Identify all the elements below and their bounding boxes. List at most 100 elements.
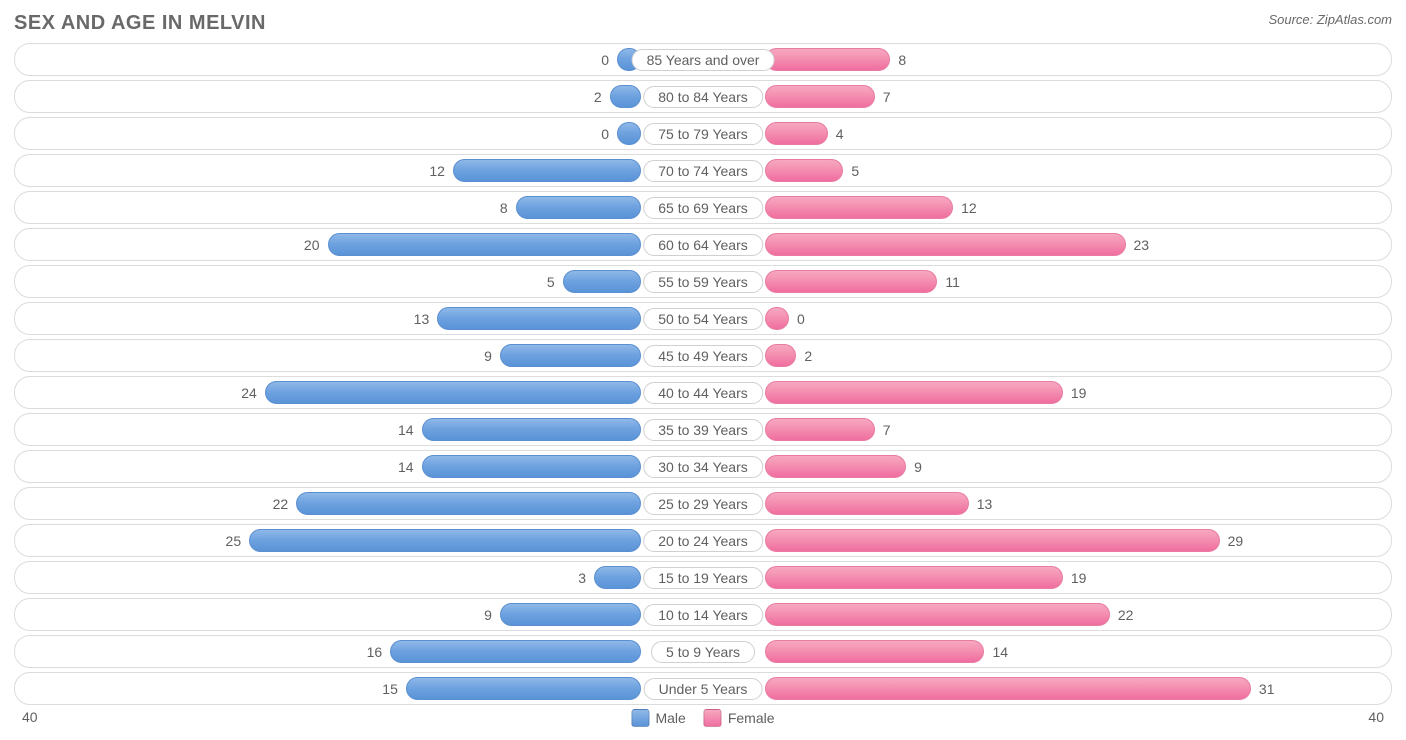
- female-swatch-icon: [704, 709, 722, 727]
- pyramid-row: 241940 to 44 Years: [14, 376, 1392, 409]
- category-label: 65 to 69 Years: [643, 197, 763, 219]
- male-value: 20: [304, 237, 320, 253]
- female-bar: [765, 307, 789, 330]
- female-bar: [765, 85, 875, 108]
- female-value: 31: [1259, 681, 1275, 697]
- male-bar: [617, 122, 641, 145]
- male-bar: [563, 270, 641, 293]
- female-bar: [765, 381, 1063, 404]
- female-value: 19: [1071, 385, 1087, 401]
- axis-max-right: 40: [1368, 709, 1384, 725]
- female-bar: [765, 122, 828, 145]
- pyramid-row: 2780 to 84 Years: [14, 80, 1392, 113]
- male-value: 3: [578, 570, 586, 586]
- male-bar: [406, 677, 641, 700]
- female-bar: [765, 529, 1220, 552]
- chart-header: SEX AND AGE IN MELVIN Source: ZipAtlas.c…: [14, 12, 1392, 35]
- male-value: 15: [382, 681, 398, 697]
- category-label: 45 to 49 Years: [643, 345, 763, 367]
- population-pyramid-chart: 0885 Years and over2780 to 84 Years0475 …: [14, 43, 1392, 705]
- female-value: 0: [797, 311, 805, 327]
- pyramid-row: 3 19 15 to 19 Years: [14, 561, 1392, 594]
- female-value: 9: [914, 459, 922, 475]
- male-value: 16: [367, 644, 383, 660]
- category-label: 80 to 84 Years: [643, 86, 763, 108]
- male-bar: [422, 418, 641, 441]
- male-value: 25: [226, 533, 242, 549]
- female-bar: [765, 455, 906, 478]
- male-bar: [437, 307, 641, 330]
- male-value: 9: [484, 607, 492, 623]
- pyramid-row: 16 14 5 to 9 Years: [14, 635, 1392, 668]
- pyramid-row: 8 12 65 to 69 Years: [14, 191, 1392, 224]
- female-bar: [765, 492, 969, 515]
- female-value: 12: [961, 200, 977, 216]
- pyramid-row: 9 2 45 to 49 Years: [14, 339, 1392, 372]
- male-value: 8: [500, 200, 508, 216]
- category-label: 50 to 54 Years: [643, 308, 763, 330]
- pyramid-row: 12570 to 74 Years: [14, 154, 1392, 187]
- female-bar: [765, 196, 953, 219]
- category-label: 60 to 64 Years: [643, 234, 763, 256]
- female-value: 7: [883, 422, 891, 438]
- female-bar: [765, 344, 796, 367]
- legend-label-male: Male: [655, 710, 685, 726]
- female-value: 13: [977, 496, 993, 512]
- male-swatch-icon: [631, 709, 649, 727]
- female-bar: [765, 640, 984, 663]
- chart-title: SEX AND AGE IN MELVIN: [14, 12, 266, 35]
- male-value: 12: [429, 163, 445, 179]
- pyramid-row: 0885 Years and over: [14, 43, 1392, 76]
- category-label: 35 to 39 Years: [643, 419, 763, 441]
- legend-label-female: Female: [728, 710, 775, 726]
- male-bar: [390, 640, 641, 663]
- pyramid-row: 15 31 Under 5 Years: [14, 672, 1392, 705]
- chart-legend: Male Female: [631, 709, 774, 727]
- male-value: 14: [398, 459, 414, 475]
- male-value: 5: [547, 274, 555, 290]
- male-bar: [453, 159, 641, 182]
- male-value: 14: [398, 422, 414, 438]
- female-value: 4: [836, 126, 844, 142]
- axis-row: 40 Male Female 40: [14, 709, 1392, 725]
- male-bar: [610, 85, 641, 108]
- male-value: 0: [601, 126, 609, 142]
- pyramid-row: 202360 to 64 Years: [14, 228, 1392, 261]
- female-bar: [765, 566, 1063, 589]
- category-label: 75 to 79 Years: [643, 123, 763, 145]
- category-label: 15 to 19 Years: [643, 567, 763, 589]
- female-bar: [765, 418, 875, 441]
- male-value: 9: [484, 348, 492, 364]
- category-label: 30 to 34 Years: [643, 456, 763, 478]
- female-bar: [765, 677, 1251, 700]
- pyramid-row: 13050 to 54 Years: [14, 302, 1392, 335]
- female-value: 19: [1071, 570, 1087, 586]
- pyramid-row: 14 9 30 to 34 Years: [14, 450, 1392, 483]
- female-value: 11: [945, 274, 960, 290]
- male-bar: [422, 455, 641, 478]
- female-value: 2: [804, 348, 812, 364]
- category-label: 85 Years and over: [632, 49, 775, 71]
- pyramid-row: 221325 to 29 Years: [14, 487, 1392, 520]
- category-label: 55 to 59 Years: [643, 271, 763, 293]
- male-bar: [265, 381, 641, 404]
- male-bar: [249, 529, 641, 552]
- male-bar: [328, 233, 642, 256]
- female-bar: [765, 603, 1110, 626]
- female-bar: [765, 48, 890, 71]
- male-bar: [594, 566, 641, 589]
- legend-item-male: Male: [631, 709, 685, 727]
- category-label: 70 to 74 Years: [643, 160, 763, 182]
- male-value: 24: [241, 385, 257, 401]
- pyramid-row: 14 7 35 to 39 Years: [14, 413, 1392, 446]
- category-label: 25 to 29 Years: [643, 493, 763, 515]
- category-label: 5 to 9 Years: [651, 641, 755, 663]
- male-bar: [296, 492, 641, 515]
- male-value: 0: [601, 52, 609, 68]
- female-value: 7: [883, 89, 891, 105]
- category-label: 20 to 24 Years: [643, 530, 763, 552]
- pyramid-row: 252920 to 24 Years: [14, 524, 1392, 557]
- female-value: 14: [992, 644, 1008, 660]
- category-label: 10 to 14 Years: [643, 604, 763, 626]
- category-label: Under 5 Years: [644, 678, 763, 700]
